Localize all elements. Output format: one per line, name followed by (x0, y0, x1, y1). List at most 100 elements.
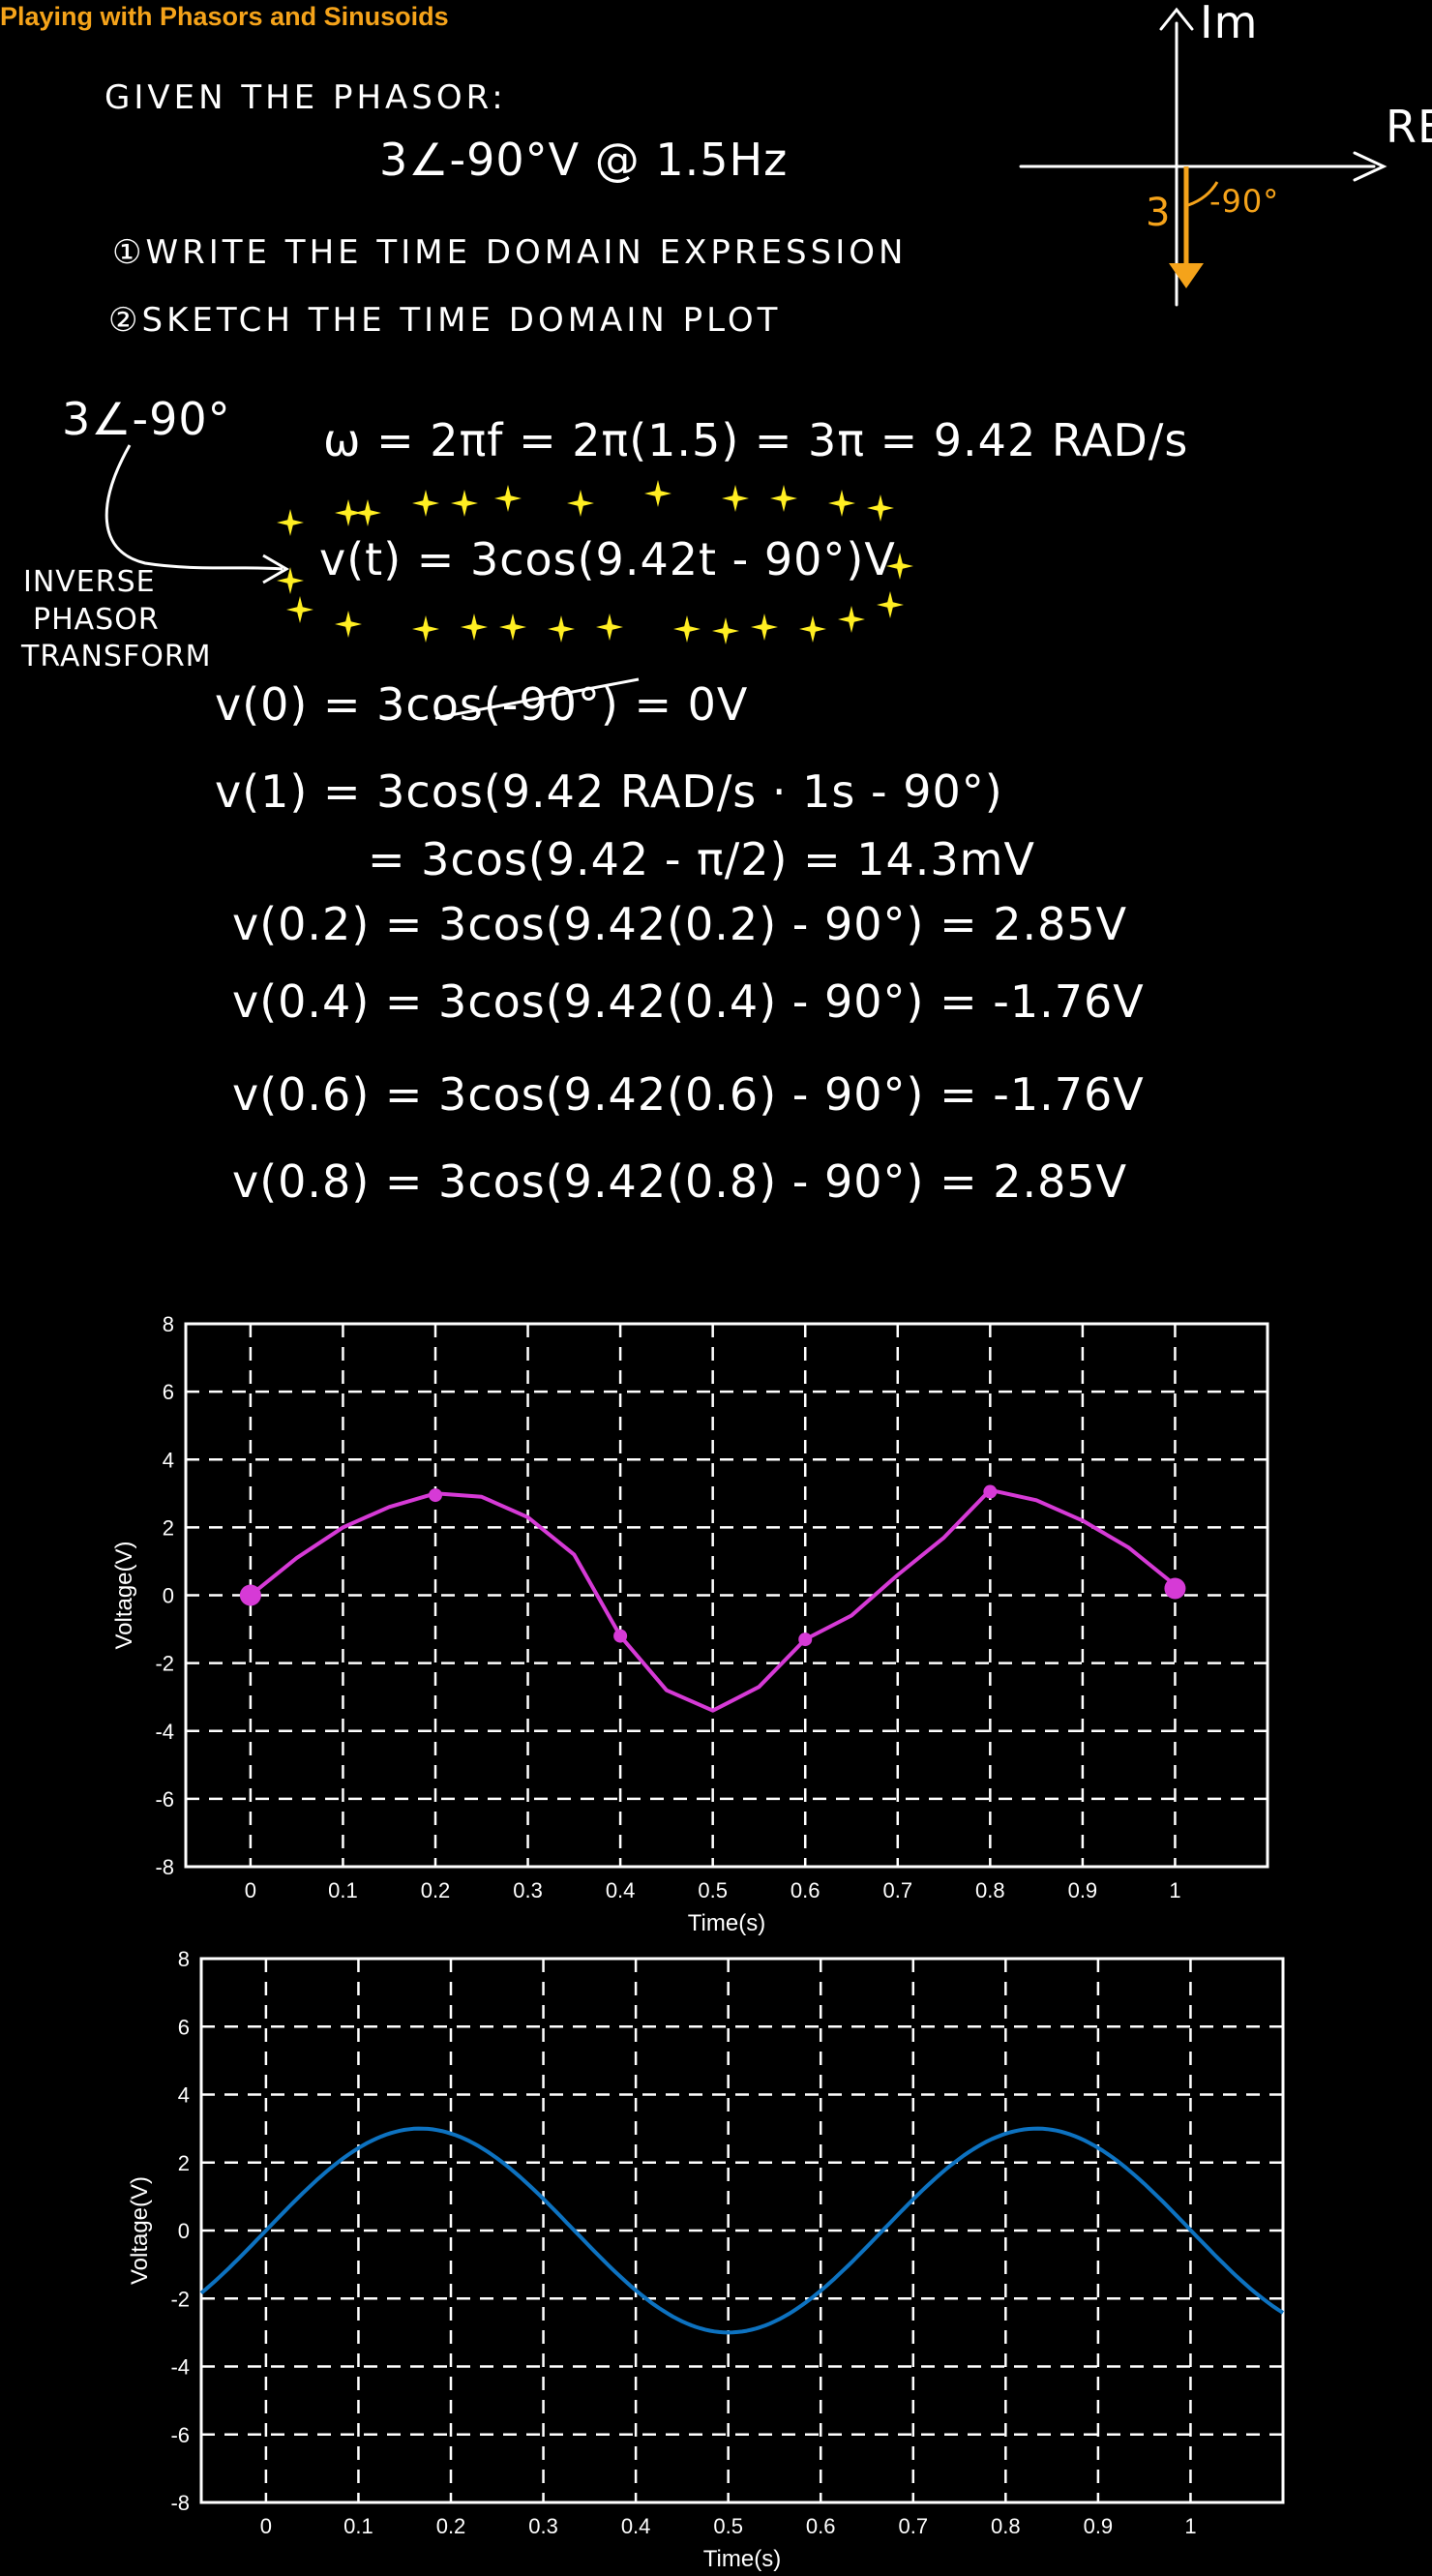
x-tick-label: 0.9 (1084, 2514, 1114, 2538)
star-mark (335, 499, 362, 526)
chart-sketch: 0 0.1 0.2 0.3 0.4 0.5 0.6 0.7 0.8 0.9 1 -8 -6 -4 -2 0 2 4… (111, 1312, 1269, 1936)
star-mark (799, 615, 826, 643)
transform-label-1: INVERSE (23, 565, 156, 599)
sketch-point (429, 1488, 442, 1503)
star-mark (354, 499, 381, 526)
x-tick-label: 0.8 (991, 2514, 1021, 2538)
magnitude-label: 3 (1146, 191, 1172, 235)
y-tick-label: 4 (163, 1448, 174, 1472)
strike-line (434, 677, 640, 720)
transform-label-3: TRANSFORM (21, 640, 212, 674)
x-tick-label: 0.3 (528, 2514, 558, 2538)
star-mark (277, 567, 304, 594)
y-tick-label: 2 (178, 2151, 190, 2175)
star-mark (828, 490, 855, 517)
x-tick-label: 0.1 (343, 2514, 373, 2538)
x-tick-label: 0.7 (882, 1878, 912, 1902)
v1a-text: v(1) = 3cos(9.42 RAD/s · 1s - 90°) (215, 765, 1003, 818)
plot-frame (184, 1322, 1269, 1869)
phasor-text: 3∠-90°V @ 1.5Hz (379, 134, 789, 186)
star-mark (886, 553, 913, 580)
y-tick-label: -6 (155, 1787, 174, 1812)
y-tick-label: 6 (178, 2015, 190, 2039)
y-tick-label: -4 (155, 1720, 174, 1744)
v06-text: v(0.6) = 3cos(9.42(0.6) - 90°) = -1.76V (232, 1068, 1145, 1121)
sketch-point (1164, 1577, 1186, 1600)
star-mark (335, 611, 362, 638)
series-line (199, 2126, 1285, 2335)
v08-text: v(0.8) = 3cos(9.42(0.8) - 90°) = 2.85V (232, 1155, 1128, 1208)
y-tick-label: 8 (178, 1947, 190, 1971)
x-tick-label: 0 (260, 2514, 272, 2538)
x-axis-label: Time(s) (688, 1910, 765, 1936)
step1-text: ①WRITE THE TIME DOMAIN EXPRESSION (112, 233, 908, 272)
x-tick-label: 0.6 (806, 2514, 836, 2538)
star-mark (494, 485, 522, 512)
y-tick-label: 4 (178, 2083, 190, 2108)
transform-arrow (104, 444, 283, 571)
x-tick-label: 1 (1184, 2514, 1196, 2538)
page-title: Playing with Phasors and Sinusoids (0, 2, 449, 31)
y-tick-label: 0 (163, 1584, 174, 1608)
y-axis-label: Voltage(V) (127, 2176, 153, 2285)
star-mark (567, 490, 594, 517)
star-mark (412, 615, 439, 643)
sketch-point (798, 1632, 813, 1647)
angle-label: -90° (1209, 183, 1280, 220)
phasor-axes (1019, 7, 1387, 307)
vt-expression: v(t) = 3cos(9.42t - 90°)V (319, 533, 896, 585)
step2-text: ②SKETCH THE TIME DOMAIN PLOT (108, 301, 782, 340)
star-mark (712, 617, 739, 644)
y-axis-label: Voltage(V) (111, 1541, 137, 1649)
im-axis-label: Im (1200, 0, 1259, 48)
star-mark (673, 615, 701, 643)
sketch-point (239, 1584, 261, 1606)
omega-text: ω = 2πf = 2π(1.5) = 3π = 9.42 RAD/s (323, 414, 1189, 466)
star-mark (722, 485, 749, 512)
star-mark (867, 494, 894, 522)
plot-frame (199, 1957, 1285, 2504)
x-tick-label: 0.6 (791, 1878, 820, 1902)
star-mark (548, 615, 575, 643)
y-tick-label: -6 (170, 2423, 190, 2447)
v0-text: v(0) = 3cos(-90°) = 0V (215, 678, 749, 731)
x-tick-label: 1 (1169, 1878, 1180, 1902)
star-mark (644, 480, 671, 507)
x-tick-label: 0.7 (898, 2514, 928, 2538)
x-tick-label: 0.8 (975, 1878, 1005, 1902)
x-tick-label: 0.5 (713, 2514, 743, 2538)
highlight-stars (277, 480, 913, 644)
y-tick-label: -2 (155, 1652, 174, 1676)
chart-plot: 0 0.1 0.2 0.3 0.4 0.5 0.6 0.7 0.8 0.9 1 -8 -6 -4 -2 0 2 4… (127, 1947, 1285, 2572)
y-tick-label: -8 (155, 1855, 174, 1879)
x-tick-label: 0.1 (328, 1878, 358, 1902)
y-tick-label: -4 (170, 2355, 190, 2380)
x-tick-label: 0.3 (513, 1878, 543, 1902)
x-tick-label: 0.5 (698, 1878, 728, 1902)
x-tick-label: 0.2 (421, 1878, 451, 1902)
x-tick-label: 0 (245, 1878, 256, 1902)
x-tick-label: 0.2 (436, 2514, 466, 2538)
given-text: GIVEN THE PHASOR: (104, 78, 507, 117)
y-tick-label: 8 (163, 1312, 174, 1336)
star-mark (596, 614, 623, 641)
star-mark (461, 614, 488, 641)
star-mark (412, 490, 439, 517)
y-tick-label: 2 (163, 1515, 174, 1540)
star-mark (451, 490, 478, 517)
star-mark (751, 614, 778, 641)
re-axis-label: RE (1386, 101, 1432, 153)
star-mark (286, 596, 313, 623)
star-mark (277, 509, 304, 536)
y-tick-label: -2 (170, 2287, 190, 2311)
transform-arrow-head (262, 554, 289, 584)
x-tick-label: 0.4 (606, 1878, 636, 1902)
v1b-text: = 3cos(9.42 - π/2) = 14.3mV (368, 833, 1035, 885)
v02-text: v(0.2) = 3cos(9.42(0.2) - 90°) = 2.85V (232, 898, 1128, 950)
x-tick-label: 0.4 (621, 2514, 651, 2538)
star-mark (770, 485, 797, 512)
star-mark (838, 606, 865, 633)
star-mark (877, 591, 904, 618)
transform-label-2: PHASOR (33, 603, 160, 637)
